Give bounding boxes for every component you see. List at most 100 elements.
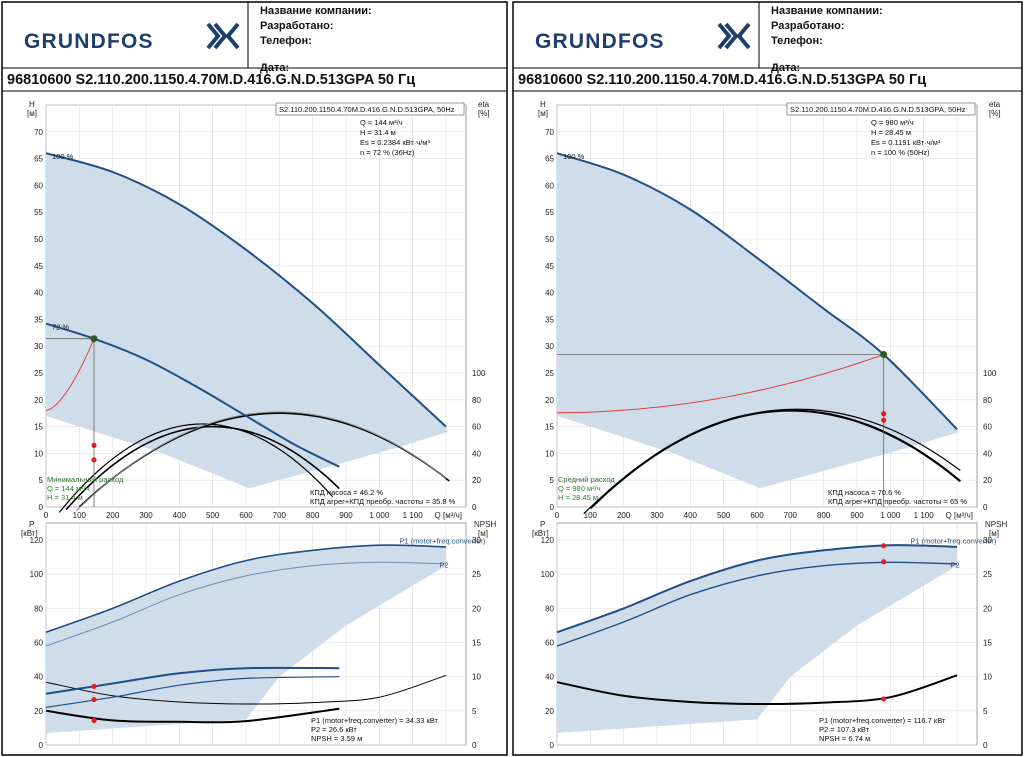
h-tick: 65 — [34, 155, 43, 164]
npsh-tick: 5 — [472, 707, 477, 716]
h-tick: 0 — [39, 503, 44, 512]
duty-info-2: Es = 0.2384 кВт·ч/м³ — [360, 138, 430, 147]
legend-box — [786, 102, 976, 116]
p-axis-unit: [кВт] — [532, 529, 549, 538]
power-range-area — [46, 545, 446, 734]
eta-total-curve — [58, 423, 334, 513]
p1-label: P1 (motor+freq.converter) — [910, 536, 997, 545]
logo-mark-icon — [717, 22, 751, 50]
eta-axis-label: eta — [989, 100, 1001, 109]
speed-label-0: 100 % — [52, 152, 74, 161]
duty-info-0: Q = 144 м³/ч — [360, 118, 403, 127]
q-tick: 600 — [750, 511, 764, 520]
eta-tick: 100 — [983, 369, 997, 378]
eta-axis-label: eta — [478, 100, 490, 109]
npsh-marker — [881, 696, 887, 702]
p-tick: 100 — [30, 570, 44, 579]
duty-point — [90, 335, 98, 343]
eta-tick: 60 — [472, 423, 481, 432]
efficiency-text-0: КПД насоса = 46.2 % — [310, 488, 383, 497]
npsh-tick: 0 — [983, 741, 988, 750]
power-text-1: P2 = 26.6 кВт — [311, 725, 357, 734]
npsh-tick: 15 — [472, 639, 481, 648]
p-tick: 40 — [34, 673, 43, 682]
p-axis-label: P — [29, 520, 34, 529]
eta-total-curve-100 — [75, 411, 447, 512]
duty-label-1: Q = 980 м³/ч — [558, 484, 601, 493]
header-field-2: Телефон: — [771, 35, 823, 47]
npsh-tick: 15 — [983, 639, 992, 648]
q-tick: 800 — [306, 511, 320, 520]
p-axis-unit: [кВт] — [21, 529, 38, 538]
q-tick: 400 — [684, 511, 698, 520]
p-tick: 120 — [541, 536, 555, 545]
eta-axis-unit: [%] — [478, 109, 490, 118]
duty-label-2: H = 28.45 м — [558, 493, 598, 502]
q-tick: 400 — [173, 511, 187, 520]
h-tick: 45 — [34, 262, 43, 271]
h-tick: 60 — [34, 181, 43, 190]
q-tick: 1 000 — [880, 511, 901, 520]
p-axis-label: P — [540, 520, 545, 529]
duty-info-3: n = 72 % (36Hz) — [360, 148, 415, 157]
p2-label: P2 — [439, 560, 448, 569]
p-tick: 20 — [34, 707, 43, 716]
eta-tick: 40 — [472, 449, 481, 458]
npsh-axis-unit: [м] — [478, 529, 488, 538]
operating-range-area — [557, 153, 959, 489]
p1-curve — [556, 544, 958, 634]
h-tick: 55 — [545, 208, 554, 217]
h-tick: 65 — [545, 155, 554, 164]
h-tick: 30 — [545, 342, 554, 351]
h-tick: 35 — [34, 315, 43, 324]
q-tick: 0 — [44, 511, 49, 520]
legend-box — [275, 102, 465, 116]
legend-box-text: S2.110.200.1150.4.70M.D.416.G.N.D.513GPA… — [279, 105, 455, 114]
npsh-axis-unit: [м] — [989, 529, 999, 538]
power-marker-0 — [881, 543, 887, 549]
speed-label-1: 72 % — [52, 323, 69, 332]
npsh-tick: 30 — [983, 536, 992, 545]
p2-curve — [556, 561, 958, 647]
h-axis-label: H — [540, 100, 546, 109]
q-tick: 800 — [817, 511, 831, 520]
h-tick: 70 — [34, 128, 43, 137]
grundfos-logo: GRUNDFOS — [535, 30, 665, 53]
q-axis-label: Q [м³/ч] — [946, 511, 973, 520]
h-tick: 10 — [545, 449, 554, 458]
npsh-curve — [45, 674, 447, 705]
h-tick: 25 — [545, 369, 554, 378]
h-tick: 50 — [545, 235, 554, 244]
eta-marker-0 — [881, 411, 887, 417]
npsh-tick: 0 — [472, 741, 477, 750]
legend-box-text: S2.110.200.1150.4.70M.D.416.G.N.D.513GPA… — [790, 105, 966, 114]
power-text-1: P2 = 107.3 кВт — [819, 725, 870, 734]
eta-tick: 0 — [472, 503, 477, 512]
logo-mark-icon — [206, 22, 240, 50]
npsh-tick: 20 — [472, 604, 481, 613]
h-tick: 40 — [34, 289, 43, 298]
duty-info-1: H = 28.45 м — [871, 128, 911, 137]
header-field-1: Разработано: — [771, 20, 845, 32]
npsh-tick: 5 — [983, 707, 988, 716]
eta-tick: 80 — [983, 396, 992, 405]
q-tick: 1 100 — [914, 511, 935, 520]
h-tick: 5 — [39, 476, 44, 485]
q-tick: 100 — [584, 511, 598, 520]
efficiency-text-1: КПД агрег+КПД преобр. частоты = 35.8 % — [310, 497, 456, 506]
power-marker-1 — [881, 559, 887, 565]
npsh-tick: 25 — [472, 570, 481, 579]
q-tick: 200 — [617, 511, 631, 520]
npsh-tick: 20 — [983, 604, 992, 613]
p2-label: P2 — [950, 560, 959, 569]
eta-tick: 20 — [983, 476, 992, 485]
h-tick: 70 — [545, 128, 554, 137]
h-tick: 5 — [550, 476, 555, 485]
h-tick: 25 — [34, 369, 43, 378]
npsh-tick: 25 — [983, 570, 992, 579]
h-tick: 20 — [545, 396, 554, 405]
eta-tick: 40 — [983, 449, 992, 458]
q-tick: 600 — [239, 511, 253, 520]
q-tick: 900 — [339, 511, 353, 520]
